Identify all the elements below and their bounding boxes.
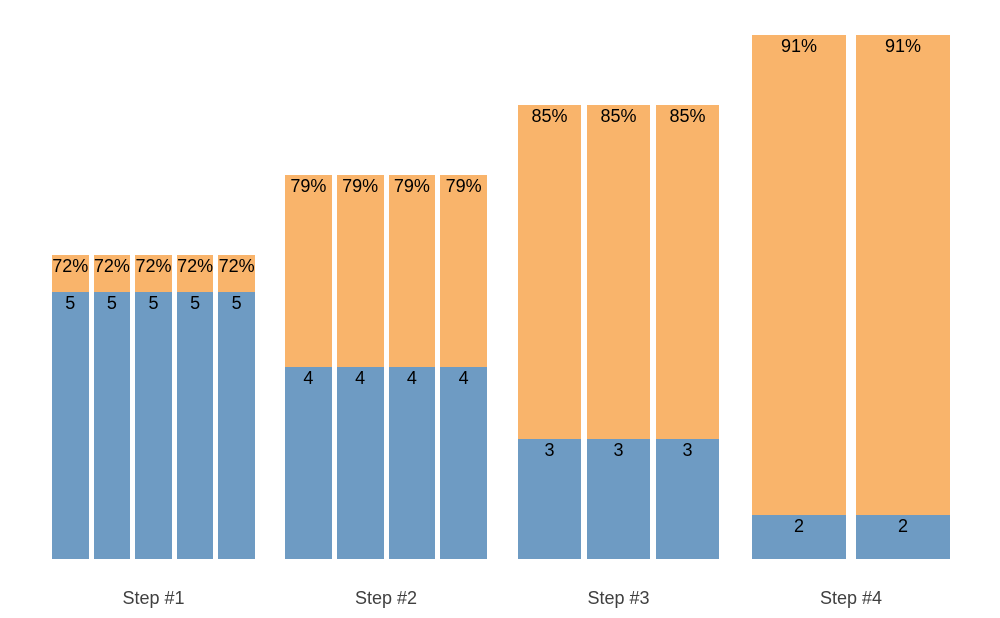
- stacked-bar: 85% 3: [656, 105, 719, 559]
- bar-percent-label: 72%: [93, 256, 130, 276]
- stacked-bar: 72% 5: [93, 255, 131, 559]
- stacked-bar: 91% 2: [856, 35, 950, 559]
- bar-count-label: 4: [355, 368, 366, 388]
- category-label: Step #2: [354, 588, 418, 608]
- stacked-bar: 85% 3: [587, 105, 650, 559]
- category-label: Step #1: [122, 588, 185, 608]
- bar-base-segment: 3: [656, 439, 719, 559]
- bar-top-segment: 91%: [752, 35, 846, 515]
- bar-percent-label: 79%: [290, 176, 327, 196]
- bar-top-segment: 79%: [336, 175, 384, 367]
- bar-percent-label: 72%: [177, 256, 214, 276]
- bar-base-segment: 5: [218, 292, 255, 559]
- bar-percent-label: 79%: [393, 176, 430, 196]
- bar-group: 72% 5 72% 5 72% 5 72% 5 72% 5: [52, 255, 255, 559]
- bar-base-segment: 4: [388, 367, 436, 559]
- bar-top-segment: 79%: [285, 175, 332, 367]
- bar-count-label: 5: [106, 293, 117, 313]
- bar-base-segment: 2: [752, 515, 846, 559]
- bar-base-segment: 4: [440, 367, 487, 559]
- category-label: Step #4: [819, 588, 883, 608]
- bar-top-segment: 85%: [656, 105, 719, 439]
- category-label: Step #3: [587, 588, 650, 608]
- stacked-bar: 72% 5: [135, 255, 172, 559]
- bar-top-segment: 72%: [52, 255, 89, 292]
- bar-count-label: 3: [682, 440, 693, 460]
- bar-count-label: 5: [148, 293, 159, 313]
- stacked-bar: 79% 4: [388, 175, 436, 559]
- bar-base-segment: 5: [52, 292, 89, 559]
- bar-percent-label: 85%: [531, 106, 568, 126]
- bar-percent-label: 72%: [135, 256, 172, 276]
- bar-count-label: 5: [65, 293, 76, 313]
- bar-count-label: 3: [613, 440, 624, 460]
- stacked-bar: 72% 5: [52, 255, 89, 559]
- bar-group: 85% 3 85% 3 85% 3: [518, 105, 719, 559]
- bar-base-segment: 2: [856, 515, 950, 559]
- bar-count-label: 4: [406, 368, 417, 388]
- bar-top-segment: 79%: [440, 175, 487, 367]
- bar-count-label: 4: [458, 368, 469, 388]
- bar-top-segment: 91%: [856, 35, 950, 515]
- bar-top-segment: 79%: [388, 175, 436, 367]
- stacked-bar: 85% 3: [518, 105, 581, 559]
- stacked-bar: 79% 4: [336, 175, 384, 559]
- bar-count-label: 3: [544, 440, 555, 460]
- bar-base-segment: 5: [93, 292, 131, 559]
- bar-count-label: 5: [231, 293, 242, 313]
- bar-top-segment: 72%: [218, 255, 255, 292]
- bar-group: 91% 2 91% 2: [752, 35, 950, 559]
- bar-group: 79% 4 79% 4 79% 4 79% 4: [285, 175, 487, 559]
- stacked-bar: 72% 5: [176, 255, 214, 559]
- bar-top-segment: 85%: [518, 105, 581, 439]
- bar-count-label: 5: [190, 293, 201, 313]
- bar-top-segment: 72%: [176, 255, 214, 292]
- bar-base-segment: 4: [336, 367, 384, 559]
- stacked-bar: 79% 4: [440, 175, 487, 559]
- bar-percent-label: 72%: [218, 256, 255, 276]
- bar-top-segment: 85%: [587, 105, 650, 439]
- stacked-bar: 79% 4: [285, 175, 332, 559]
- bar-base-segment: 3: [518, 439, 581, 559]
- bar-count-label: 2: [793, 516, 804, 536]
- bar-base-segment: 4: [285, 367, 332, 559]
- bar-top-segment: 72%: [135, 255, 172, 292]
- bar-base-segment: 5: [176, 292, 214, 559]
- bar-percent-label: 91%: [780, 36, 818, 56]
- bar-percent-label: 79%: [342, 176, 379, 196]
- stacked-bar: 72% 5: [218, 255, 255, 559]
- bar-percent-label: 85%: [669, 106, 706, 126]
- bar-count-label: 4: [303, 368, 314, 388]
- bar-percent-label: 72%: [52, 256, 89, 276]
- bar-top-segment: 72%: [93, 255, 131, 292]
- bar-base-segment: 5: [135, 292, 172, 559]
- bar-percent-label: 91%: [884, 36, 922, 56]
- bar-base-segment: 3: [587, 439, 650, 559]
- bar-percent-label: 85%: [600, 106, 637, 126]
- bar-count-label: 2: [897, 516, 908, 536]
- bar-percent-label: 79%: [445, 176, 482, 196]
- stacked-bar: 91% 2: [752, 35, 846, 559]
